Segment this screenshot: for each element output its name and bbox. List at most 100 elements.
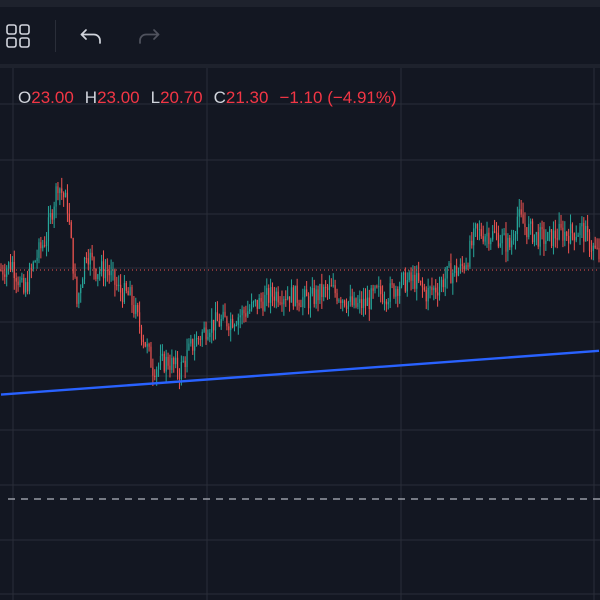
candle-up-body [530,221,532,224]
candle-up-body [387,301,389,305]
candle-down-body [425,289,427,302]
candle-down-body [260,298,262,302]
candle-up-body [188,343,190,350]
candle-up-body [492,231,494,240]
candle-down-body [380,286,382,295]
candle-down-body [368,297,370,310]
candle-up-body [486,232,488,237]
candle-down-body [393,284,395,297]
candle-up-body [444,278,446,288]
layout-grid-button[interactable] [1,19,35,53]
candle-down-body [167,356,169,366]
candle-down-body [87,258,89,265]
candle-down-body [336,293,338,302]
candle-up-body [315,289,317,304]
candle-up-body [374,286,376,291]
candle-up-body [21,278,23,280]
candle-down-body [423,287,425,290]
candle-down-body [372,288,374,291]
candle-up-body [82,279,84,288]
candle-up-body [97,274,99,280]
candle-down-body [522,214,524,224]
candle-up-body [592,245,594,251]
candle-down-body [66,192,69,214]
candle-up-body [194,346,196,351]
candle-down-body [351,296,353,306]
candle-down-body [573,233,575,241]
candle-down-body [306,289,308,297]
candle-down-body [93,257,95,270]
candle-up-body [110,270,112,276]
candle-down-body [344,300,346,306]
candle-down-body [410,272,412,281]
candle-up-body [383,301,386,303]
undo-button[interactable] [74,19,108,53]
candle-up-body [338,300,340,302]
candle-up-body [446,266,448,279]
candle-up-body [378,286,380,288]
chart-grid [0,68,600,600]
candle-down-body [456,266,458,276]
candle-down-body [355,298,357,307]
candle-up-body [230,318,232,331]
candle-up-body [507,237,509,252]
candle-down-body [106,270,108,272]
candle-down-body [57,186,59,194]
change-value: −1.10 (−4.91%) [279,88,397,107]
candle-up-body [448,263,450,267]
candle-down-body [571,224,574,234]
candle-up-body [518,209,520,217]
candle-up-body [353,298,355,306]
candle-up-body [112,269,114,271]
candle-down-body [148,343,150,347]
candle-up-body [323,286,325,298]
candle-down-body [482,236,484,242]
candle-down-body [218,321,220,327]
candle-up-body [457,270,460,276]
redo-button[interactable] [132,19,166,53]
candle-down-body [277,291,279,303]
candle-down-body [334,285,336,294]
candle-down-body [108,270,110,276]
candle-up-body [459,264,462,271]
candle-up-body [38,242,40,258]
candle-up-body [575,236,577,241]
candle-up-body [302,297,304,307]
candle-up-body [247,311,249,317]
candle-up-body [438,286,441,296]
candle-down-body [197,337,200,339]
candle-up-body [258,298,260,309]
candle-up-body [42,245,44,249]
price-chart[interactable] [0,68,600,600]
candle-down-body [495,232,498,234]
candle-up-body [440,279,443,287]
trendline[interactable] [0,349,600,396]
candle-down-body [232,318,234,328]
candle-down-body [76,277,78,304]
toolbar-separator [55,20,56,52]
candle-up-body [80,287,82,294]
candle-up-body [186,349,188,367]
candle-up-body [362,298,365,308]
candle-down-body [192,339,194,351]
candle-up-body [53,206,55,220]
candle-up-body [395,289,397,297]
candle-down-body [414,274,416,289]
candle-down-body [44,245,46,247]
candle-down-body [364,298,367,306]
candle-down-body [163,353,165,372]
candle-up-body [499,243,501,247]
candle-down-body [144,342,146,347]
candle-up-body [19,279,21,286]
candle-up-body [512,239,515,241]
candle-up-body [347,301,350,310]
chart-pane[interactable] [0,68,600,600]
candle-down-body [505,233,507,252]
candle-down-body [288,296,291,303]
candle-down-body [300,305,302,307]
candle-up-body [55,186,57,207]
candle-down-body [245,313,247,317]
candle-down-body [480,229,482,237]
candle-down-body [317,289,319,301]
candle-down-body [594,245,596,248]
